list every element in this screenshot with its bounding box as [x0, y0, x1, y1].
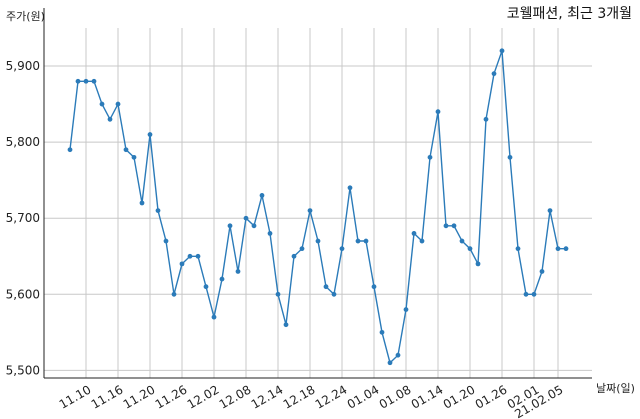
- price-point: [251, 223, 257, 229]
- price-point: [99, 101, 105, 107]
- x-tick-label: 01.04: [345, 382, 382, 411]
- x-tick-label: 12.02: [185, 382, 222, 411]
- price-point: [291, 253, 297, 259]
- price-point: [195, 253, 201, 259]
- price-point: [347, 185, 353, 191]
- price-point: [203, 284, 209, 290]
- price-point: [107, 116, 113, 122]
- price-point: [427, 154, 433, 160]
- price-point: [491, 71, 497, 77]
- price-point: [355, 238, 361, 244]
- price-point: [243, 215, 249, 221]
- price-point: [283, 322, 289, 328]
- price-point: [115, 101, 121, 107]
- price-series: [67, 48, 569, 366]
- y-axis-label: 주가(원): [6, 10, 45, 23]
- price-point: [387, 360, 393, 366]
- y-tick-label: 5,600: [6, 287, 40, 301]
- price-point: [507, 154, 513, 160]
- x-axis-label: 날짜(일): [596, 381, 635, 395]
- price-point: [459, 238, 465, 244]
- price-point: [139, 200, 145, 206]
- price-point: [523, 291, 529, 297]
- price-point: [451, 223, 457, 229]
- price-point: [531, 291, 537, 297]
- price-point: [83, 78, 89, 84]
- price-point: [155, 208, 161, 214]
- y-tick-label: 5,800: [6, 135, 40, 149]
- price-point: [371, 284, 377, 290]
- price-point: [547, 208, 553, 214]
- price-point: [259, 192, 265, 198]
- x-tick-label: 01.14: [409, 382, 446, 411]
- x-tick-label: 12.18: [281, 382, 318, 411]
- x-tick-label: 12.24: [313, 382, 350, 411]
- price-point: [443, 223, 449, 229]
- y-tick-label: 5,500: [6, 363, 40, 377]
- price-point: [187, 253, 193, 259]
- price-point: [395, 352, 401, 358]
- price-point: [211, 314, 217, 320]
- price-point: [435, 109, 441, 115]
- price-point: [475, 261, 481, 267]
- price-point: [227, 223, 233, 229]
- price-point: [91, 78, 97, 84]
- price-line: [69, 50, 566, 365]
- y-tick-label: 5,900: [6, 59, 40, 73]
- price-point: [323, 284, 329, 290]
- price-point: [499, 48, 505, 54]
- price-point: [403, 307, 409, 312]
- price-point: [411, 231, 417, 236]
- price-point: [563, 246, 569, 252]
- price-point: [267, 231, 273, 236]
- price-point: [363, 238, 369, 244]
- price-point: [515, 246, 521, 252]
- price-point: [467, 246, 473, 252]
- price-point: [179, 261, 185, 267]
- price-point: [483, 116, 489, 122]
- x-tick-label: 01.20: [441, 382, 478, 411]
- y-tick-label: 5,700: [6, 211, 40, 225]
- x-tick-labels: 11.1011.1611.2011.2612.0212.0812.1412.18…: [57, 382, 566, 419]
- price-point: [307, 208, 313, 214]
- price-point: [147, 132, 153, 137]
- x-tick-label: 11.26: [153, 382, 190, 411]
- axes: [43, 8, 592, 379]
- price-point: [379, 329, 385, 335]
- x-tick-label: 01.08: [377, 382, 414, 411]
- chart-title: 코웰패션, 최근 3개월: [507, 6, 632, 22]
- x-tick-label: 12.08: [217, 382, 254, 411]
- price-point: [339, 246, 345, 252]
- x-tick-label: 11.10: [57, 382, 94, 411]
- x-tick-label: 11.20: [121, 382, 158, 411]
- price-point: [539, 269, 545, 274]
- price-point: [419, 238, 425, 244]
- price-point: [219, 276, 225, 282]
- price-point: [299, 246, 305, 252]
- price-point: [315, 238, 321, 244]
- grid-lines: [44, 28, 592, 378]
- price-point: [331, 291, 337, 297]
- x-tick-label: 12.14: [249, 382, 286, 411]
- x-tick-label: 01.26: [473, 382, 510, 411]
- price-point: [555, 246, 561, 252]
- price-point: [131, 154, 137, 160]
- price-point: [163, 238, 169, 244]
- price-point: [171, 291, 177, 297]
- price-point: [235, 269, 241, 274]
- price-point: [67, 147, 73, 153]
- price-point: [275, 291, 281, 297]
- price-point: [75, 78, 81, 84]
- y-tick-labels: 5,500 5,600 5,700 5,800 5,900: [6, 59, 40, 377]
- x-tick-label: 11.16: [89, 382, 126, 411]
- price-point: [123, 147, 129, 153]
